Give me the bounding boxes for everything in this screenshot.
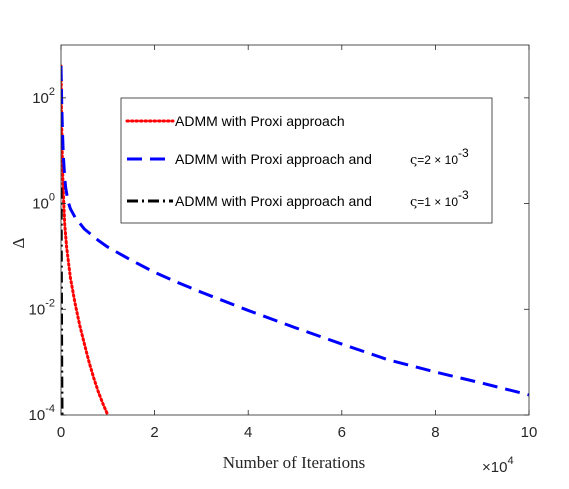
y-tick-label: 10-4 [29,403,55,424]
plot-frame [60,44,530,416]
legend-item-red: ADMM with Proxi approach [125,113,345,129]
y-tick-label: 10-2 [29,297,55,318]
x-tick-label: 4 [244,424,252,441]
y-axis-title: Δ [9,237,28,248]
series-blue-dashed [61,66,529,397]
x-tick-label: 8 [431,424,439,441]
legend-item-blue: ADMM with Proxi approach and ς=2 × 10-3 [127,146,469,168]
x-tick-label: 6 [338,424,346,441]
x-tick-label: 10 [521,424,538,441]
tick-layer: 0 2 4 6 8 10 10-4 10-2 100 102 [29,45,538,441]
legend-item-black: ADMM with Proxi approach and ς=1 × 10-3 [127,188,469,210]
y-tick-label: 102 [32,86,55,107]
legend-label-red: ADMM with Proxi approach [175,113,345,129]
legend-label-black: ADMM with Proxi approach and ς=1 × 10-3 [175,188,469,210]
x-axis-title: Number of Iterations [223,453,366,472]
series-red-dotted [61,64,110,415]
x-tick-label: 0 [57,424,65,441]
legend-box [120,97,493,224]
y-tick-label: 100 [32,192,55,213]
x-multiplier-exp: 4 [507,455,513,467]
x-multiplier: ×104 [482,455,514,476]
legend: ADMM with Proxi approach ADMM with Proxi… [120,97,493,224]
legend-label-blue: ADMM with Proxi approach and ς=2 × 10-3 [175,146,469,168]
x-tick-label: 2 [150,424,158,441]
